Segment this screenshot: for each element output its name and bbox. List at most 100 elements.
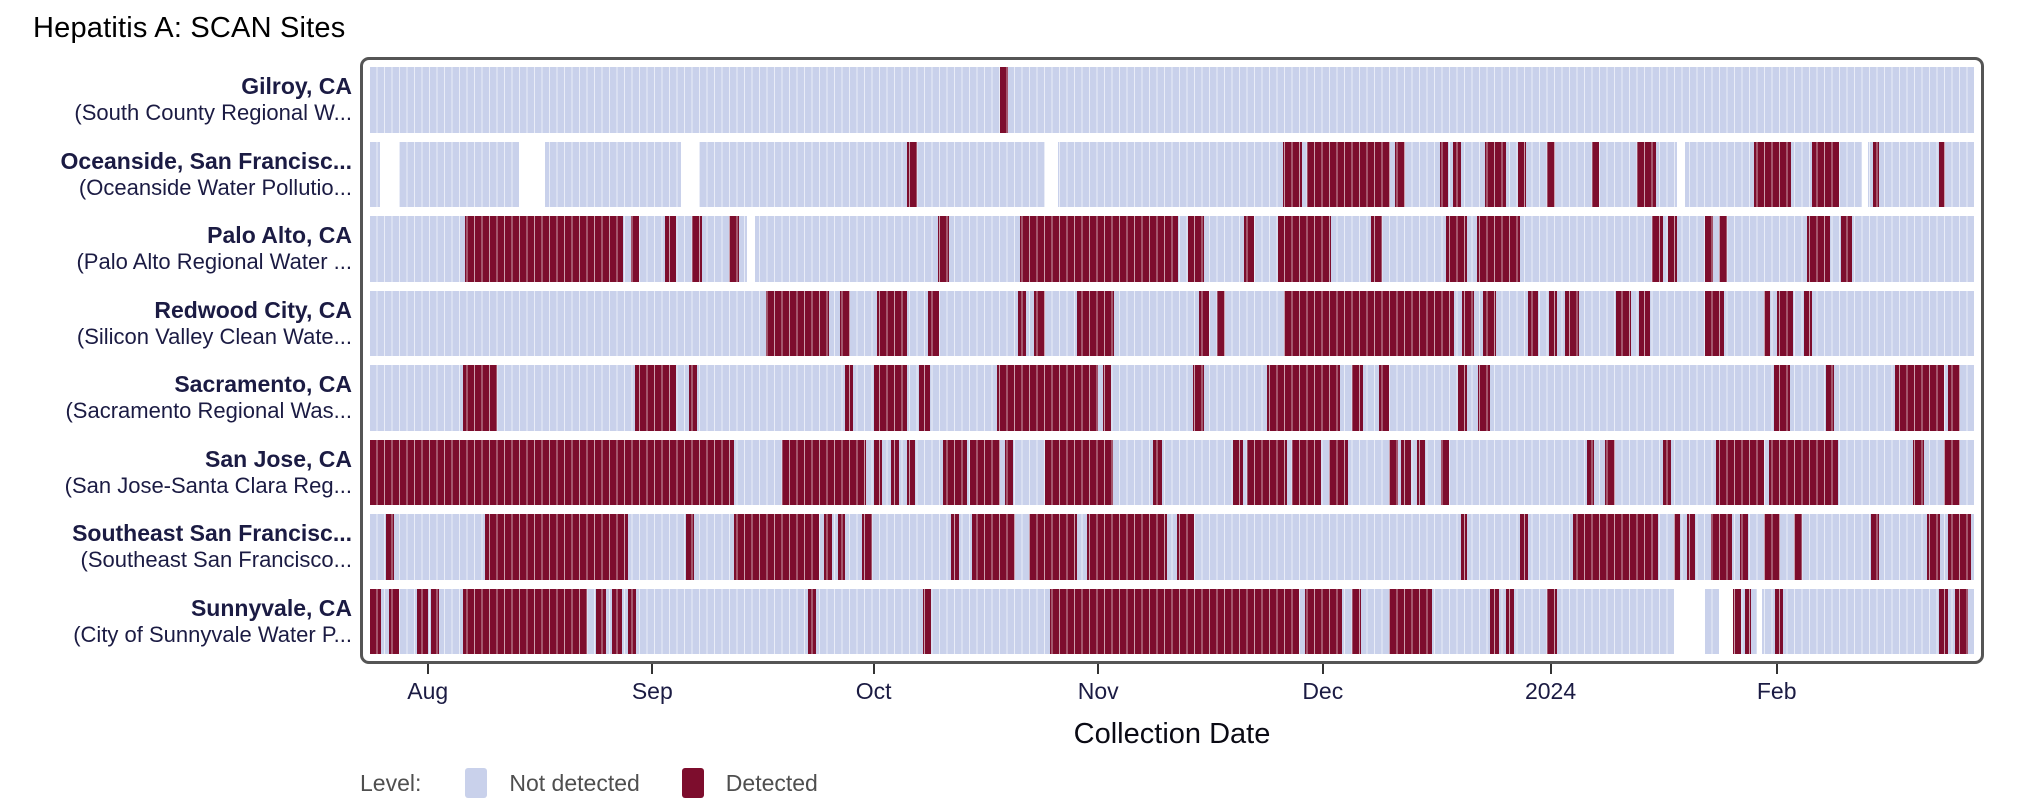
axis-tick-mark bbox=[1775, 664, 1778, 674]
detected-segment bbox=[969, 439, 1001, 505]
detected-segment bbox=[1019, 216, 1179, 282]
x-axis-title: Collection Date bbox=[1073, 718, 1271, 750]
site-label-city: Southeast San Francisc... bbox=[72, 520, 352, 547]
detected-segment bbox=[1587, 439, 1594, 505]
detected-segment bbox=[839, 290, 850, 356]
detected-segment bbox=[1686, 514, 1695, 580]
detected-segment bbox=[1188, 216, 1205, 282]
detected-segment bbox=[1489, 588, 1500, 654]
day-grid-stripes bbox=[370, 365, 1974, 431]
detected-segment bbox=[1548, 290, 1557, 356]
legend-title: Level: bbox=[360, 769, 422, 796]
detected-segment bbox=[1439, 141, 1448, 207]
axis-tick-mark bbox=[1097, 664, 1100, 674]
detected-segment bbox=[1954, 588, 1968, 654]
detected-segment bbox=[612, 588, 622, 654]
detected-segment bbox=[1710, 514, 1732, 580]
detected-segment bbox=[997, 365, 1099, 431]
detected-segment bbox=[1826, 365, 1835, 431]
x-axis-tick-labels: Aug Sep Oct Nov Dec 2024 Feb bbox=[370, 678, 1974, 706]
detected-segment bbox=[1775, 588, 1784, 654]
detected-segment bbox=[1103, 365, 1112, 431]
detected-segment bbox=[1199, 290, 1209, 356]
detected-segment bbox=[1547, 588, 1557, 654]
detected-segment bbox=[1476, 216, 1521, 282]
not-detected-swatch bbox=[465, 768, 488, 798]
site-label-facility: (Southeast San Francisco... bbox=[80, 547, 352, 573]
detected-segment bbox=[1247, 439, 1288, 505]
detected-segment bbox=[1528, 290, 1538, 356]
detected-segment bbox=[665, 216, 677, 282]
detected-segment bbox=[729, 216, 739, 282]
axis-tick-label: Oct bbox=[855, 678, 892, 704]
detected-segment bbox=[1029, 514, 1078, 580]
detected-segment bbox=[1483, 290, 1496, 356]
detected-segment bbox=[942, 439, 967, 505]
detected-segment bbox=[1034, 290, 1046, 356]
detected-swatch bbox=[681, 768, 704, 798]
axis-tick-mark bbox=[1321, 664, 1324, 674]
detected-segment bbox=[907, 141, 917, 207]
detected-segment bbox=[370, 439, 735, 505]
detected-segment bbox=[937, 216, 950, 282]
detected-segment bbox=[1394, 141, 1405, 207]
site-labels-column: Gilroy, CA (South County Regional W... Oce… bbox=[0, 67, 352, 654]
site-row bbox=[370, 588, 1974, 654]
detected-segment bbox=[1216, 290, 1225, 356]
x-axis-tick-marks bbox=[370, 664, 1974, 676]
detected-segment bbox=[734, 514, 820, 580]
detected-segment bbox=[1277, 216, 1331, 282]
detected-segment bbox=[1872, 141, 1880, 207]
detected-segment bbox=[1605, 439, 1615, 505]
detected-segment bbox=[1518, 141, 1527, 207]
detected-segment bbox=[1938, 141, 1946, 207]
detected-segment bbox=[1573, 514, 1658, 580]
detected-segment bbox=[928, 290, 940, 356]
detected-segment bbox=[1811, 141, 1840, 207]
detected-segment bbox=[1794, 514, 1803, 580]
detected-segment bbox=[1840, 216, 1853, 282]
detected-segment bbox=[1192, 365, 1205, 431]
no-data-segment bbox=[1674, 588, 1705, 654]
detected-segment bbox=[464, 216, 624, 282]
legend-item-detected: Detected bbox=[681, 768, 818, 798]
axis-tick-label: Nov bbox=[1077, 678, 1119, 704]
detected-segment bbox=[1329, 439, 1349, 505]
detected-segment bbox=[1388, 588, 1432, 654]
detected-segment bbox=[1773, 365, 1790, 431]
detected-segment bbox=[1651, 216, 1663, 282]
site-row bbox=[370, 290, 1974, 356]
site-label-facility: (Oceanside Water Pollutio... bbox=[78, 174, 352, 200]
detected-segment bbox=[1305, 588, 1343, 654]
legend: Level: Not detected Detected bbox=[360, 766, 860, 800]
detected-segment bbox=[1547, 141, 1556, 207]
detected-segment bbox=[782, 439, 866, 505]
detected-segment bbox=[1351, 588, 1362, 654]
no-data-segment bbox=[379, 141, 399, 207]
site-label-facility: (San Jose-Santa Clara Reg... bbox=[64, 472, 352, 498]
detected-segment bbox=[370, 588, 382, 654]
detected-segment bbox=[1351, 365, 1363, 431]
legend-item-label: Detected bbox=[725, 769, 818, 796]
detected-segment bbox=[862, 514, 873, 580]
detected-segment bbox=[1050, 588, 1299, 654]
detected-segment bbox=[1520, 514, 1529, 580]
detected-segment bbox=[807, 588, 816, 654]
site-label-city: Redwood City, CA bbox=[154, 296, 352, 323]
detected-segment bbox=[1244, 216, 1254, 282]
axis-tick-mark bbox=[426, 664, 429, 674]
detected-segment bbox=[1704, 290, 1724, 356]
detected-segment bbox=[1616, 290, 1631, 356]
detected-segment bbox=[1152, 439, 1163, 505]
detected-segment bbox=[1564, 290, 1580, 356]
site-label: Sacramento, CA (Sacramento Regional Was..… bbox=[0, 365, 352, 431]
detected-segment bbox=[1460, 514, 1468, 580]
site-label-city: San Jose, CA bbox=[205, 445, 352, 472]
detected-segment bbox=[1462, 290, 1474, 356]
no-data-segment bbox=[1677, 141, 1686, 207]
detected-segment bbox=[1388, 439, 1399, 505]
page-title: Hepatitis A: SCAN Sites bbox=[33, 12, 346, 44]
detected-segment bbox=[1739, 514, 1748, 580]
detected-segment bbox=[1943, 439, 1960, 505]
